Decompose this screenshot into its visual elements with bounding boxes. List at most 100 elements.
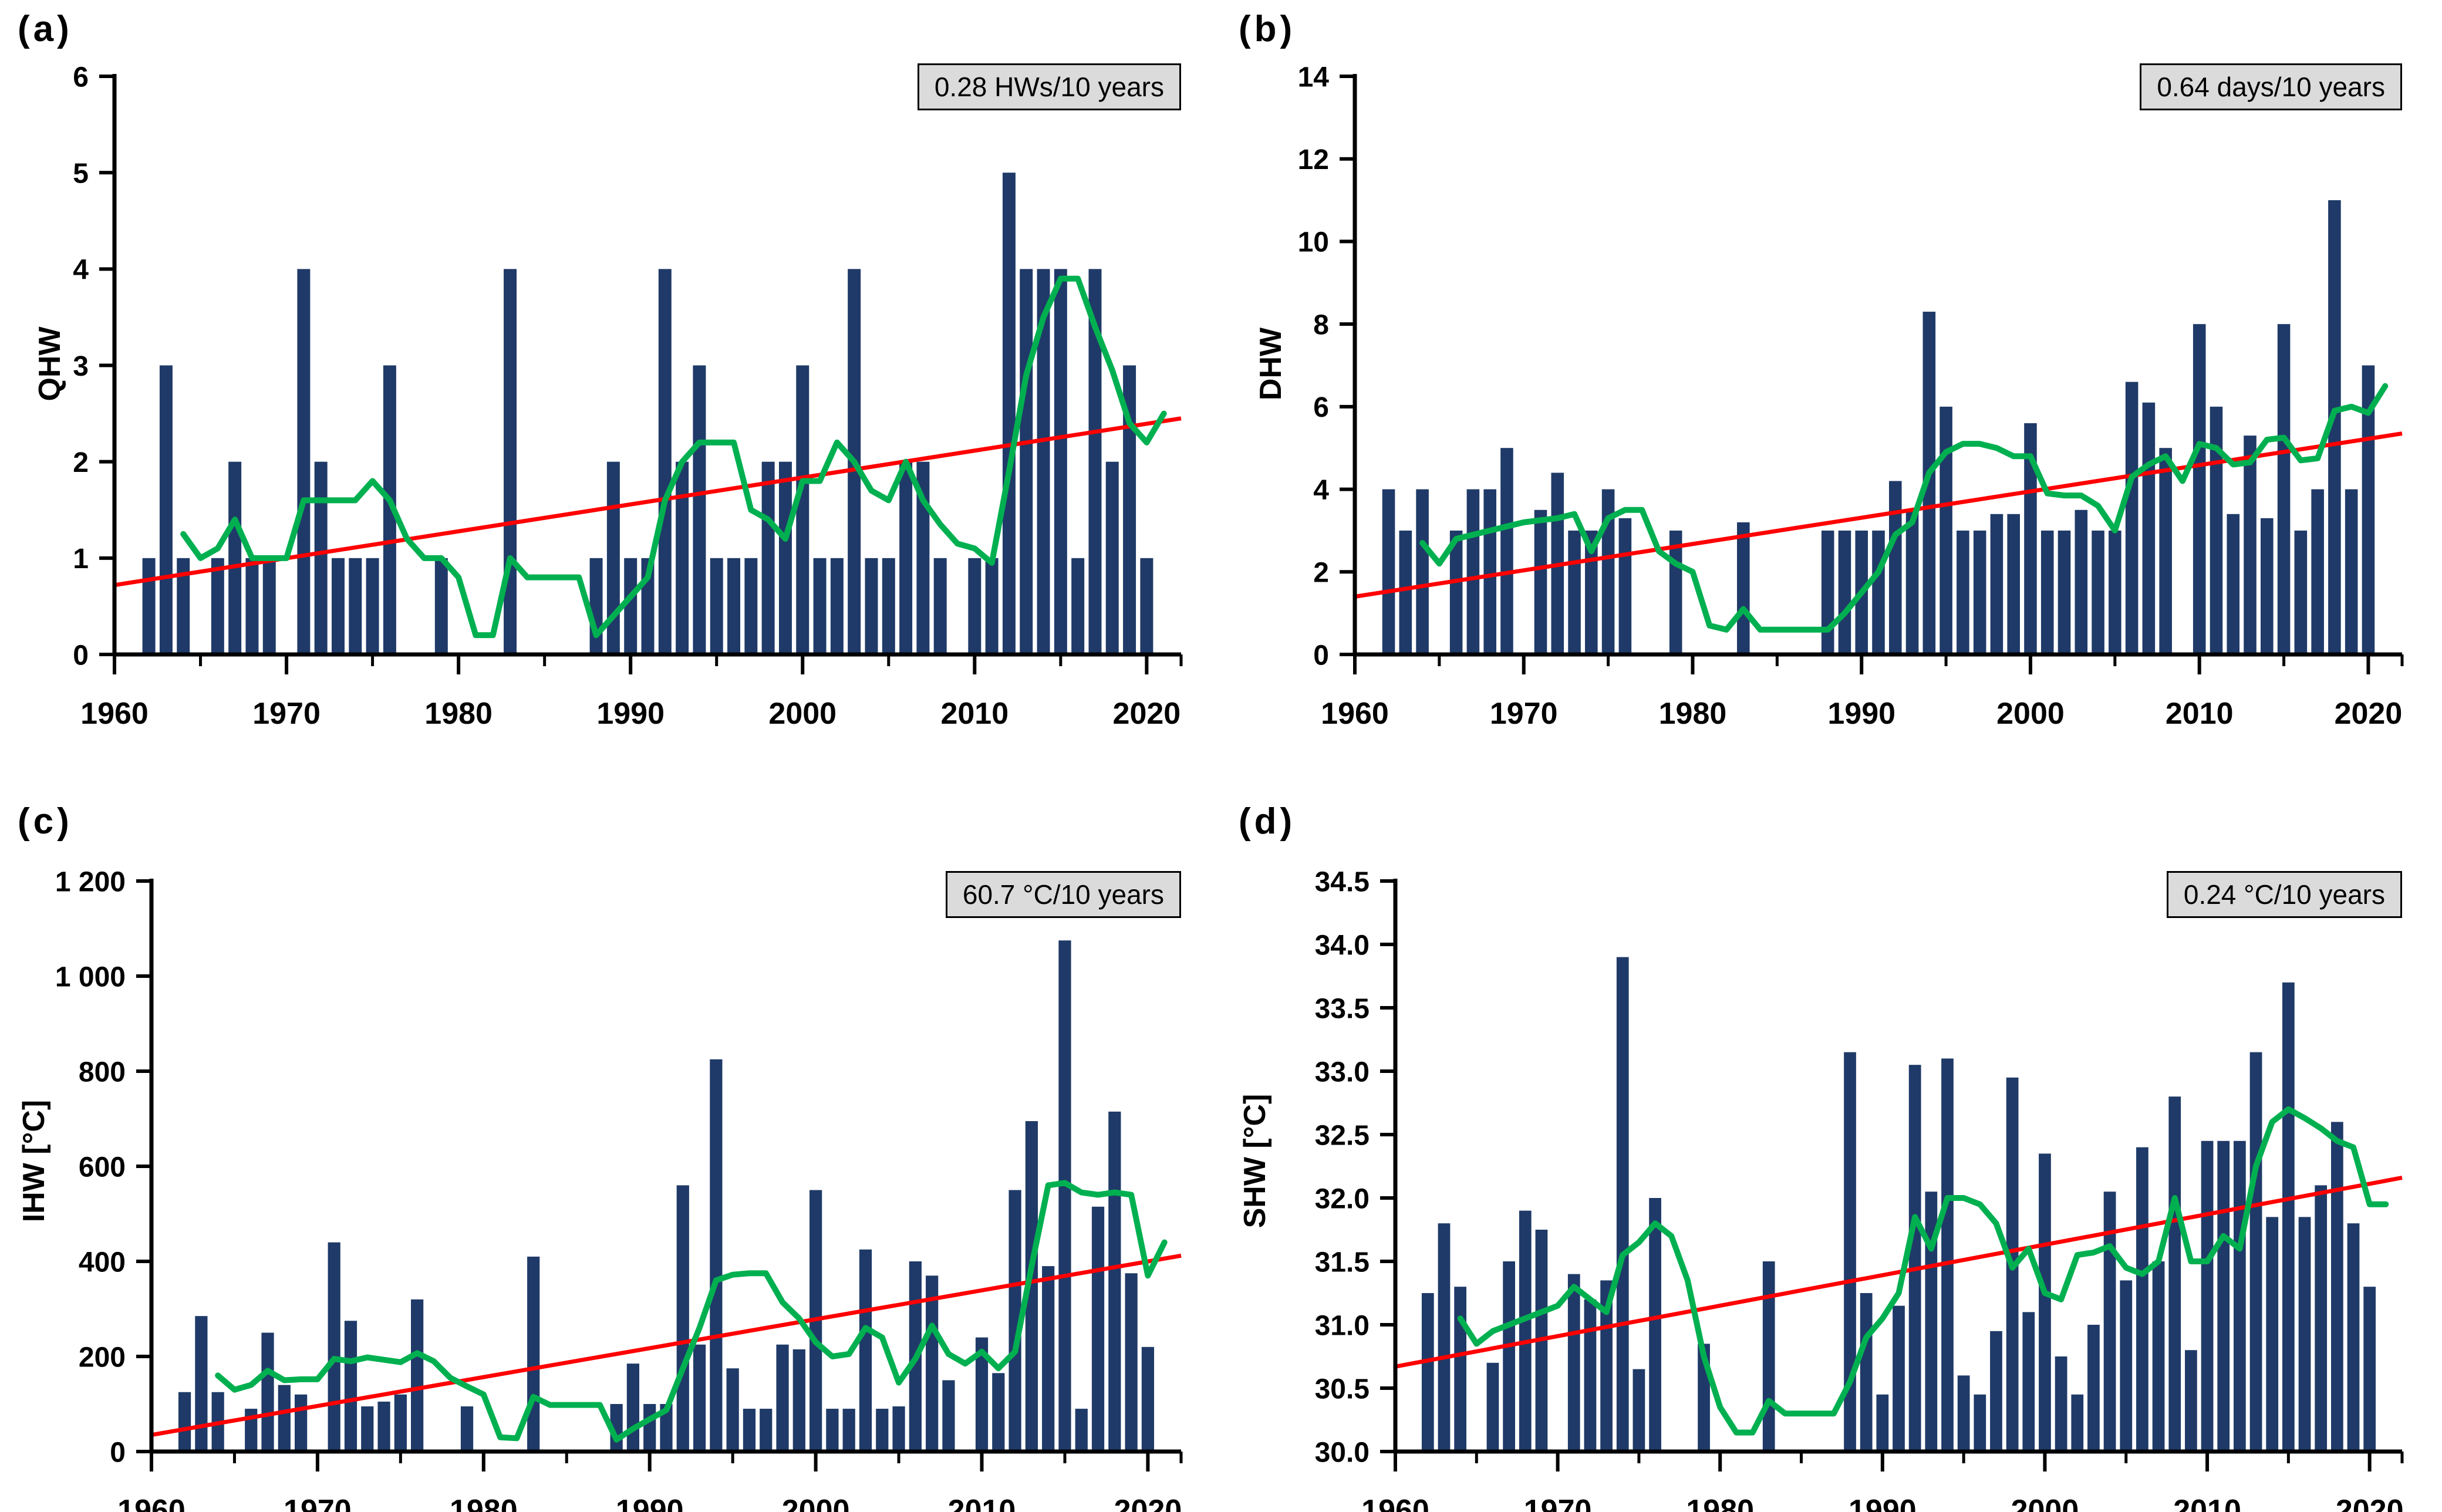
bar-1971 xyxy=(328,1242,340,1452)
panel-b-trend-annotation: 0.64 days/10 years xyxy=(2140,63,2402,110)
bar-2015 xyxy=(2282,982,2295,1452)
bar-1994 xyxy=(710,1059,723,1452)
y-tick-label: 1 xyxy=(73,544,89,575)
smoothed-line xyxy=(180,275,1167,639)
bar-1991 xyxy=(1893,1305,1905,1452)
bar-1995 xyxy=(1940,406,1952,654)
bar-2000 xyxy=(796,365,809,654)
bar-2002 xyxy=(2071,1394,2084,1452)
bar-1997 xyxy=(1990,1331,2002,1452)
bar-2001 xyxy=(813,558,827,654)
x-tick-label: 1960 xyxy=(1321,697,1389,731)
y-tick-label: 12 xyxy=(1298,144,1329,176)
y-tick-label: 2 xyxy=(73,447,89,478)
bar-2016 xyxy=(1071,558,1085,654)
x-tick-label: 1970 xyxy=(284,1494,352,1512)
bar-2011 xyxy=(2210,406,2223,654)
bar-1997 xyxy=(1973,530,1986,654)
y-tick-label: 33.0 xyxy=(1315,1057,1370,1088)
bar-1962 xyxy=(1421,1293,1434,1452)
x-tick-label: 1960 xyxy=(1361,1494,1429,1512)
bar-1967 xyxy=(1466,489,1480,654)
bar-2000 xyxy=(2039,1153,2051,1452)
bar-1990 xyxy=(1876,1394,1889,1452)
y-tick-label: 0 xyxy=(73,640,89,671)
x-tick-label: 1960 xyxy=(80,697,149,731)
y-tick-label: 32.0 xyxy=(1315,1183,1370,1214)
y-tick-label: 6 xyxy=(1313,392,1329,423)
bar-2008 xyxy=(942,1380,955,1452)
bar-2011 xyxy=(992,1373,1005,1452)
panel-d-plot: 30.0 30.5 31.0 31.5 32.0 32.5 33.0 33.5 34.0 34.5… xyxy=(1315,866,2404,1512)
bar-2018 xyxy=(2330,1122,2343,1452)
bar-2010 xyxy=(2201,1140,2214,1452)
bar-2014 xyxy=(1042,1266,1055,1452)
bar-1994 xyxy=(693,365,706,654)
bar-1997 xyxy=(744,558,758,654)
bar-2004 xyxy=(2103,1192,2116,1452)
bar-1994 xyxy=(1922,312,1936,654)
bar-1997 xyxy=(760,1409,773,1452)
bar-2000 xyxy=(2024,423,2037,654)
bar-1964 xyxy=(1454,1287,1467,1452)
bar-1971 xyxy=(1534,509,1547,654)
bar-2005 xyxy=(2120,1280,2133,1452)
panel-a-letter: (a) xyxy=(18,9,73,49)
bar-1963 xyxy=(195,1316,208,1452)
bar-1996 xyxy=(1957,530,1969,654)
bar-1962 xyxy=(1382,489,1395,654)
bar-2011 xyxy=(2217,1140,2230,1452)
bar-1974 xyxy=(1616,957,1629,1452)
x-tick-label: 2010 xyxy=(2166,697,2234,731)
y-tick-label: 600 xyxy=(79,1152,126,1183)
y-tick-label: 32.5 xyxy=(1315,1120,1370,1151)
bar-1979 xyxy=(460,1406,474,1452)
panel-b-plot: 0 2 4 6 8 10 12 14 1960 1970 1980 1990 2000 2010 2020 xyxy=(1298,62,2404,731)
bar-2012 xyxy=(1002,173,1016,655)
bar-1971 xyxy=(1567,1274,1580,1452)
x-tick-label: 2020 xyxy=(2336,1494,2404,1512)
bar-1989 xyxy=(1838,530,1851,654)
bar-1992 xyxy=(1888,481,1902,654)
x-tick-label: 2000 xyxy=(2011,1494,2079,1512)
y-tick-label: 34.0 xyxy=(1315,930,1370,961)
bar-2014 xyxy=(2261,518,2274,654)
x-tick-label: 2020 xyxy=(1114,1494,1182,1512)
bar-2011 xyxy=(985,558,999,654)
bar-1976 xyxy=(411,1299,424,1452)
bar-2001 xyxy=(826,1409,839,1452)
bar-1967 xyxy=(228,461,242,654)
bar-1983 xyxy=(1762,1261,1775,1452)
bar-1994 xyxy=(1941,1058,1954,1452)
bar-1973 xyxy=(1600,1280,1613,1452)
bar-1996 xyxy=(1974,1394,1986,1452)
bar-1967 xyxy=(1503,1261,1516,1452)
bar-2020 xyxy=(2363,1287,2376,1452)
y-tick-label: 800 xyxy=(79,1057,126,1088)
bar-2014 xyxy=(2266,1217,2279,1452)
bar-1973 xyxy=(331,558,345,654)
x-tick-label: 1980 xyxy=(1659,697,1727,731)
x-tick-label: 1980 xyxy=(424,697,493,731)
bar-1988 xyxy=(1821,530,1834,654)
trend-line xyxy=(1395,1176,2403,1369)
bar-2010 xyxy=(2193,324,2206,654)
bar-2013 xyxy=(2244,436,2257,654)
bar-2019 xyxy=(2347,1223,2360,1452)
y-tick-label: 3 xyxy=(73,351,89,382)
bar-1972 xyxy=(314,461,328,654)
y-tick-label: 5 xyxy=(73,158,89,189)
bar-2017 xyxy=(2315,1185,2328,1452)
smoothed-line xyxy=(215,1180,1168,1443)
bar-2003 xyxy=(2075,509,2088,654)
bar-2015 xyxy=(1058,940,1071,1452)
bar-1993 xyxy=(1905,509,1919,654)
bar-1993 xyxy=(676,461,689,654)
bar-1992 xyxy=(658,269,672,654)
panel-a-trend-annotation: 0.28 HWs/10 years xyxy=(917,63,1181,110)
x-tick-label: 1970 xyxy=(1524,1494,1592,1512)
bar-1974 xyxy=(349,558,362,654)
bar-2012 xyxy=(1008,1190,1021,1452)
x-tick-label: 1960 xyxy=(117,1494,185,1512)
